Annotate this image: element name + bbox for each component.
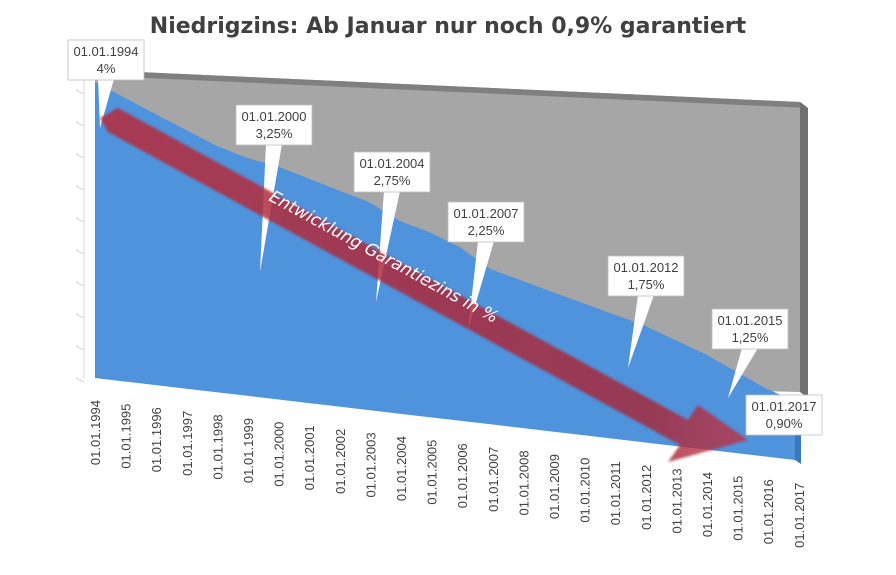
gridline-tick [75,377,85,383]
annotation-callout: 01.01.1994 4% [67,39,145,128]
callout-value: 3,25% [256,126,293,141]
annotation-callout: 01.01.2007 2,25% [447,201,525,330]
back-wall-top-edge [95,70,808,108]
gridline-tick [75,313,85,319]
callout-value: 1,25% [732,330,769,345]
x-tick-label: 01.01.2017 [792,483,807,548]
x-tick-label: 01.01.2015 [731,476,746,541]
x-tick-label: 01.01.1998 [210,414,225,479]
callout-pointer [628,295,654,368]
x-tick-label: 01.01.2012 [639,465,654,530]
annotation-callouts: 01.01.1994 4% 01.01.2000 3,25% 01.01.2004 2,7… [67,39,823,436]
x-axis-labels: 01.01.1994 01.01.1995 01.01.1996 01.01.1997… [88,400,807,548]
x-tick-label: 01.01.2011 [608,461,623,525]
x-tick-label: 01.01.2007 [486,447,501,512]
gridline-tick [75,89,85,95]
callout-date: 01.01.2015 [717,313,782,328]
annotation-callout: 01.01.2012 1,75% [607,255,685,368]
x-tick-label: 01.01.1996 [149,407,164,472]
back-wall-right-edge [800,102,808,398]
callout-box [447,201,525,243]
callout-date: 01.01.2004 [359,156,424,171]
x-tick-label: 01.01.2001 [302,425,317,490]
callout-date: 01.01.2007 [453,206,518,221]
callout-pointer [98,79,114,128]
callout-box [235,104,313,146]
callout-value: 1,75% [628,277,665,292]
x-tick-label: 01.01.1994 [88,400,103,465]
gridline-tick [75,249,85,255]
x-tick-label: 01.01.2002 [333,429,348,494]
x-tick-label: 01.01.2008 [516,450,531,515]
x-tick-label: 01.01.2010 [578,458,593,523]
x-tick-label: 01.01.2005 [425,440,440,505]
gridline-tick [75,121,85,127]
x-tick-label: 01.01.1999 [241,418,256,483]
callout-value: 4% [97,61,116,76]
callout-value: 2,75% [374,173,411,188]
side-wall [75,74,85,383]
chart-title: Niedrigzins: Ab Januar nur noch 0,9% gar… [149,14,747,39]
callout-box [353,151,431,193]
gridline-tick [75,345,85,351]
callout-value: 2,25% [468,223,505,238]
annotation-callout: 01.01.2017 0,90% [745,394,823,436]
x-tick-label: 01.01.1995 [119,404,134,469]
x-tick-label: 01.01.2009 [547,454,562,519]
callout-box [745,394,823,436]
x-tick-label: 01.01.1997 [180,411,195,476]
gridline-tick [75,281,85,287]
callout-pointer [728,348,758,398]
x-tick-label: 01.01.2000 [272,422,287,487]
callout-date: 01.01.1994 [73,44,138,59]
callout-box [607,255,685,297]
x-tick-label: 01.01.2003 [363,432,378,497]
callout-box [67,39,145,81]
x-tick-label: 01.01.2016 [761,479,776,544]
callout-box [711,308,789,350]
x-tick-label: 01.01.2013 [669,468,684,533]
callout-date: 01.01.2017 [751,399,816,414]
callout-date: 01.01.2012 [613,260,678,275]
gridline-tick [75,217,85,223]
x-tick-label: 01.01.2006 [455,443,470,508]
callout-date: 01.01.2000 [241,109,306,124]
x-tick-label: 01.01.2014 [700,472,715,537]
callout-value: 0,90% [766,416,803,431]
x-tick-label: 01.01.2004 [394,436,409,501]
annotation-callout: 01.01.2015 1,25% [711,308,789,398]
gridline-tick [75,185,85,191]
gridline-tick [75,153,85,159]
